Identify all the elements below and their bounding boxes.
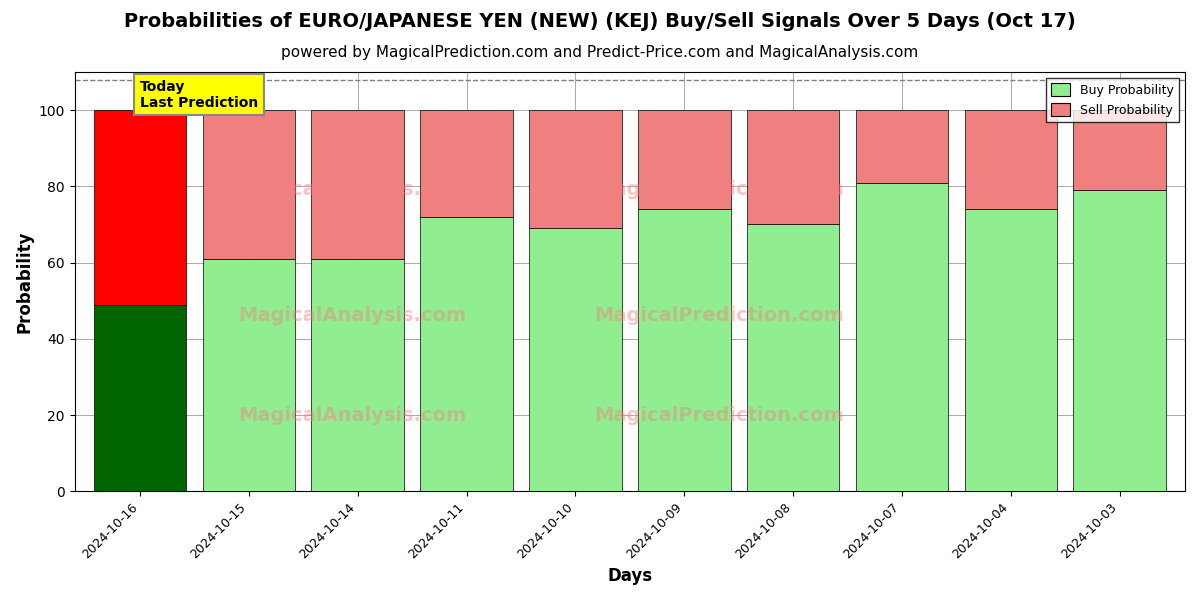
Bar	[746, 110, 839, 224]
Bar	[856, 182, 948, 491]
Text: MagicalPrediction.com: MagicalPrediction.com	[594, 305, 844, 325]
Bar	[638, 110, 731, 209]
Bar	[965, 110, 1057, 209]
X-axis label: Days: Days	[607, 567, 653, 585]
Text: MagicalAnalysis.com: MagicalAnalysis.com	[238, 406, 467, 425]
Text: MagicalPrediction.com: MagicalPrediction.com	[594, 406, 844, 425]
Bar	[638, 209, 731, 491]
Legend: Buy Probability, Sell Probability: Buy Probability, Sell Probability	[1046, 78, 1178, 122]
Bar	[420, 110, 512, 217]
Bar	[1074, 190, 1166, 491]
Bar	[312, 110, 404, 259]
Bar	[203, 110, 295, 259]
Text: Today
Last Prediction: Today Last Prediction	[140, 80, 258, 110]
Bar	[529, 228, 622, 491]
Text: MagicalAnalysis.com: MagicalAnalysis.com	[238, 180, 467, 199]
Bar	[746, 224, 839, 491]
Bar	[965, 209, 1057, 491]
Text: MagicalPrediction.com: MagicalPrediction.com	[594, 180, 844, 199]
Text: MagicalAnalysis.com: MagicalAnalysis.com	[238, 305, 467, 325]
Bar	[856, 110, 948, 182]
Text: Probabilities of EURO/JAPANESE YEN (NEW) (KEJ) Buy/Sell Signals Over 5 Days (Oct: Probabilities of EURO/JAPANESE YEN (NEW)…	[124, 12, 1076, 31]
Y-axis label: Probability: Probability	[16, 230, 34, 333]
Text: powered by MagicalPrediction.com and Predict-Price.com and MagicalAnalysis.com: powered by MagicalPrediction.com and Pre…	[281, 45, 919, 60]
Bar	[529, 110, 622, 228]
Bar	[94, 110, 186, 305]
Bar	[94, 305, 186, 491]
Bar	[312, 259, 404, 491]
Bar	[1074, 110, 1166, 190]
Bar	[203, 259, 295, 491]
Bar	[420, 217, 512, 491]
